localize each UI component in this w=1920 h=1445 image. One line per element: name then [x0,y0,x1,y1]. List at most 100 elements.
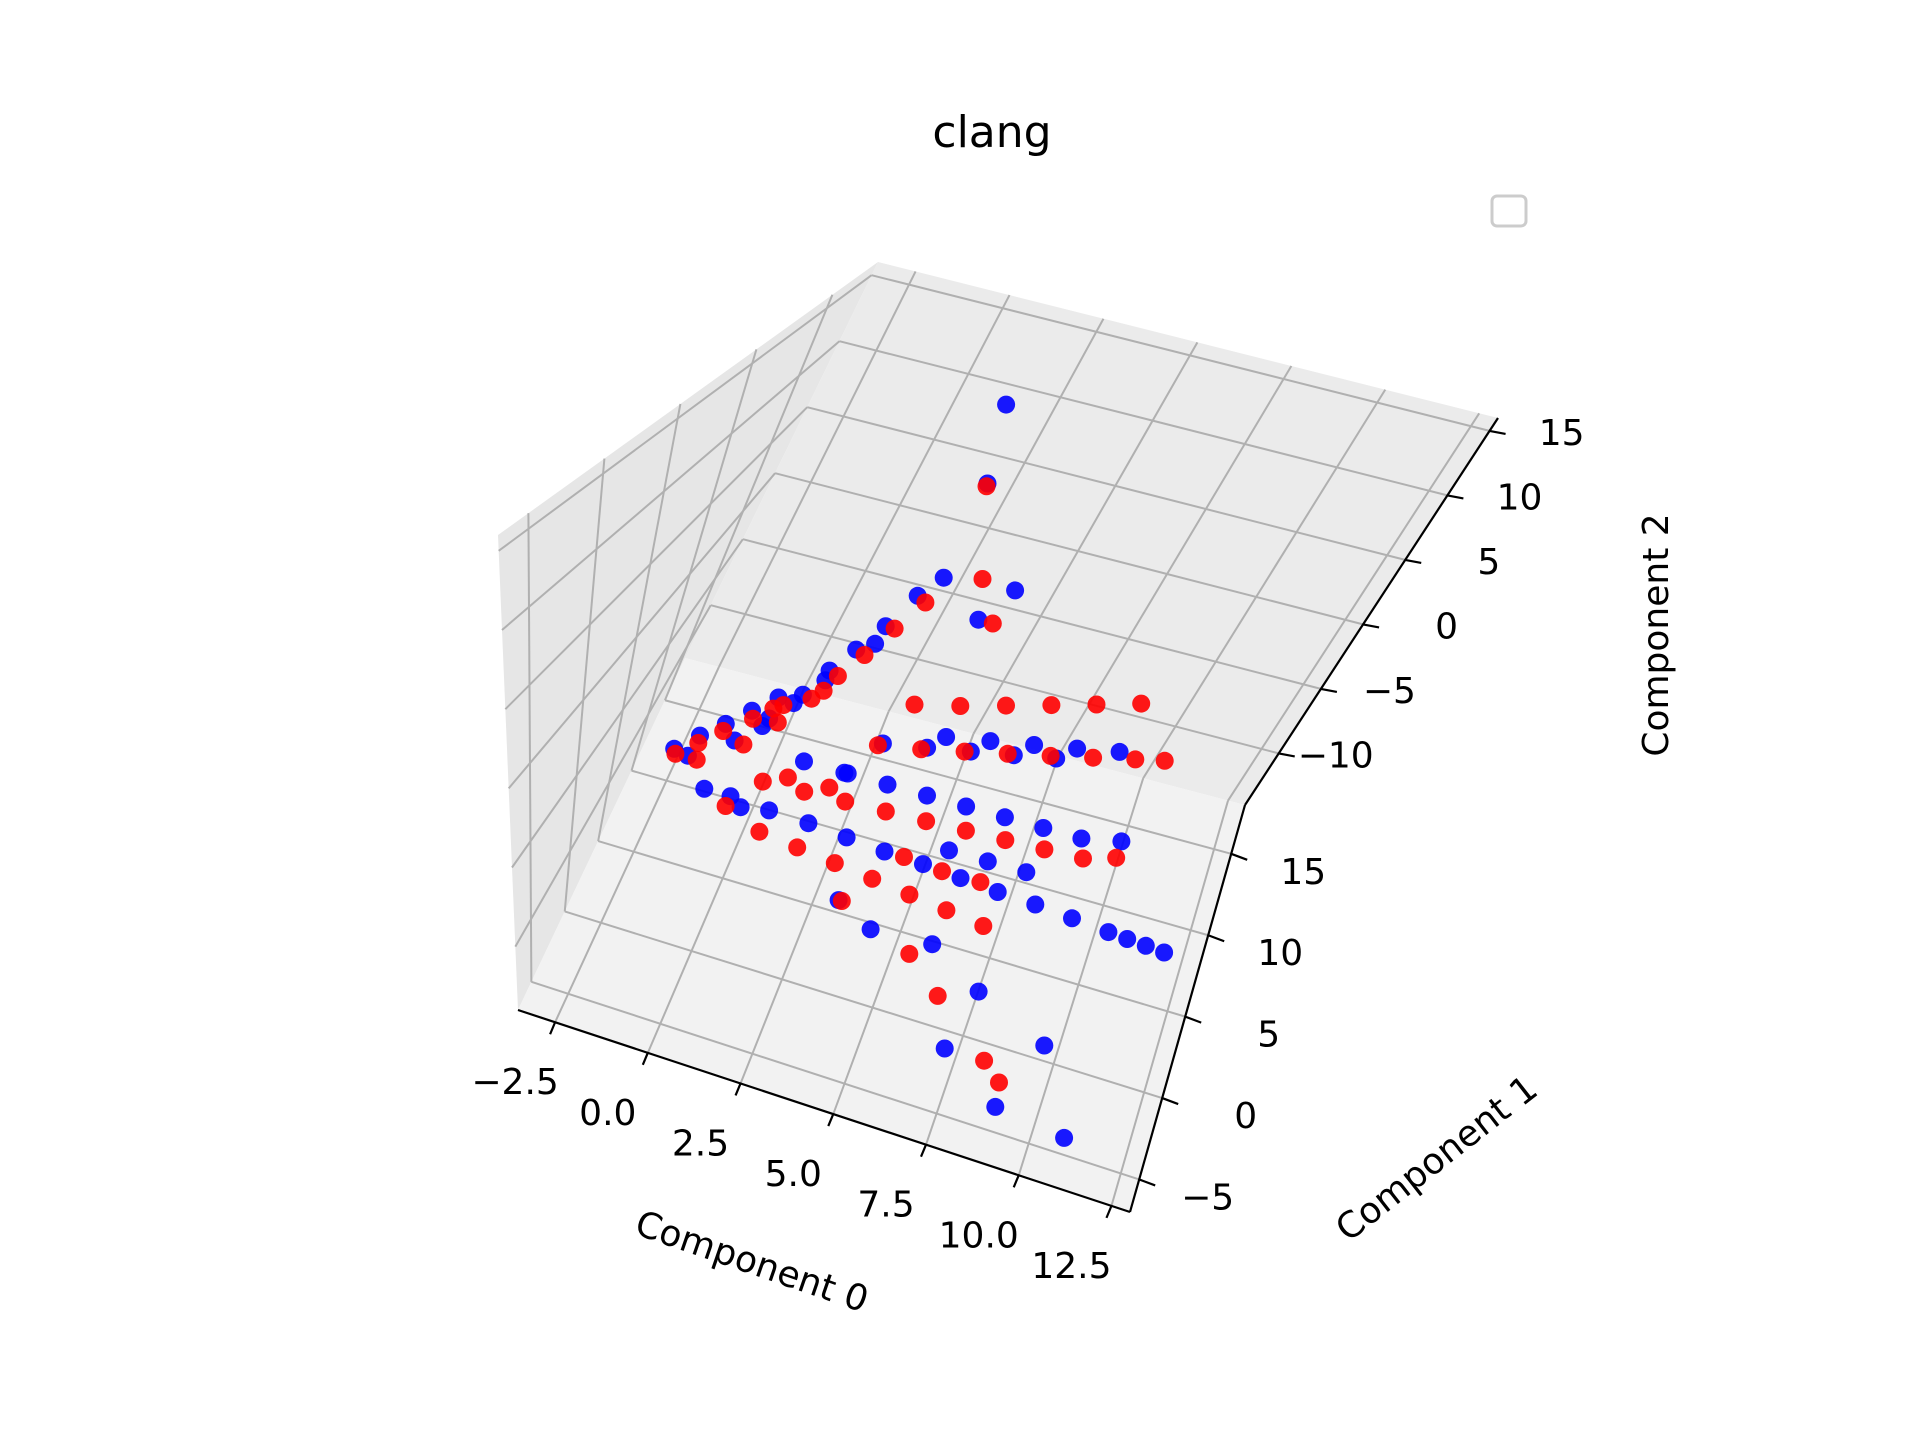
gridline-z-back [871,274,1490,432]
scatter-point-series-0 [1034,819,1053,837]
scatter-point-series-1 [825,854,844,873]
scatter-point-series-0 [1026,895,1045,914]
z-tick-mark [1362,623,1380,629]
scatter-point-series-1 [734,735,753,754]
scatter-point-series-0 [940,841,958,860]
gridline-y-left [597,403,682,842]
scatter-point-series-1 [997,696,1015,715]
scatter-point-series-0 [981,732,1000,751]
scatter-point-series-1 [1041,746,1060,765]
scatter-point-series-0 [837,828,856,847]
scatter-point-series-0 [1118,930,1137,948]
scatter-point-series-0 [731,798,750,817]
scatter-point-series-1 [687,750,706,769]
scatter-point-series-1 [917,812,936,831]
scatter-point-series-1 [998,744,1017,763]
y-axis-label: Component 1 [1328,1068,1545,1250]
y-tick-label: 10 [1257,933,1303,974]
scatter-point-series-1 [1035,840,1054,859]
z-tick-mark [1278,752,1295,758]
scatter-point-series-0 [760,801,779,820]
scatter-point-series-0 [1155,943,1174,962]
gridline-x-back [1142,389,1387,779]
x-tick-mark [919,1144,928,1158]
scatter-point-series-0 [695,779,714,798]
x-axis-line [517,1008,1131,1214]
scatter-point-series-0 [937,728,956,746]
scatter-point-series-0 [875,842,894,861]
scatter-point-series-1 [778,768,797,787]
y-tick-label: 0 [1234,1096,1257,1137]
scatter-point-series-1 [666,744,685,763]
scatter-point-series-0 [1055,1128,1074,1147]
z-tick-mark [1489,429,1506,435]
z-tick-label: 0 [1435,606,1458,647]
z-axis-label: Component 2 [1636,513,1677,756]
scatter-point-series-0 [1068,739,1087,758]
scatter-point-series-1 [814,681,833,700]
scatter-point-series-0 [988,883,1007,901]
chart-title: clang [932,107,1051,158]
gridline-x-back [802,294,1011,690]
gridline-z-back [710,604,1279,755]
x-tick-mark [734,1083,742,1096]
scatter-point-series-0 [1063,909,1081,928]
gridline-x-floor [554,666,720,1023]
y-tick-label: 15 [1280,852,1326,893]
scatter-point-series-1 [744,709,762,728]
scatter-point-series-1 [1042,696,1061,715]
x-tick-mark [1012,1174,1020,1188]
gridline-y-left [527,513,533,982]
scatter-point-series-0 [866,634,885,653]
scatter-point-series-0 [835,763,854,782]
scatter-point-series-0 [923,935,942,954]
scatter-point-series-1 [788,838,807,857]
gridline-x-back [972,341,1199,735]
scatter-point-series-1 [977,477,996,496]
scatter-point-series-1 [1074,849,1092,868]
scatter-point-series-0 [1099,923,1118,942]
z-tick-mark [1447,494,1464,500]
y-tick-mark [1161,1097,1179,1106]
scatter-point-series-1 [951,697,970,715]
scatter-point-series-1 [764,699,783,718]
scatter-point-series-0 [986,1097,1005,1116]
scatter-points [665,395,1174,1147]
scatter-point-series-1 [750,822,769,841]
z-tick-label: −5 [1363,671,1416,712]
scatter-point-series-0 [997,395,1016,414]
scatter-point-series-1 [855,646,874,664]
scatter-point-series-0 [1017,863,1036,882]
scatter-point-series-0 [995,808,1014,827]
gridline-x-back [887,318,1105,712]
scatter-point-series-1 [912,740,931,759]
scatter-point-series-1 [971,873,990,892]
x-tick-label: 12.5 [1031,1246,1111,1287]
x-tick-label: −2.5 [471,1062,558,1103]
scatter-point-series-1 [828,667,847,685]
z-axis-line [1244,417,1499,806]
gridline-y-floor [597,840,1186,1018]
scatter-point-series-1 [876,802,895,821]
x-axis-label: Component 0 [630,1203,873,1321]
scatter-point-series-0 [934,568,953,587]
scatter-point-series-1 [1126,750,1145,769]
scatter-point-series-1 [895,848,913,866]
gridline-y-floor [531,980,1140,1181]
scatter-point-series-1 [753,772,772,791]
y-tick-mark [1184,1015,1202,1024]
scatter-point-series-0 [1136,936,1155,955]
scatter-point-series-1 [916,593,935,612]
scatter-point-series-0 [795,752,813,771]
scatter-point-series-0 [918,786,936,805]
scatter-point-series-1 [863,869,882,888]
gridline-x-floor [646,688,805,1054]
scatter-point-series-1 [716,797,735,815]
scatter-point-series-1 [928,986,947,1005]
y-tick-mark [1207,934,1225,943]
scatter-point-series-0 [969,982,988,1001]
scatter-point-series-0 [978,852,997,871]
legend-box [1490,194,1528,228]
z-tick-mark [1320,687,1338,693]
